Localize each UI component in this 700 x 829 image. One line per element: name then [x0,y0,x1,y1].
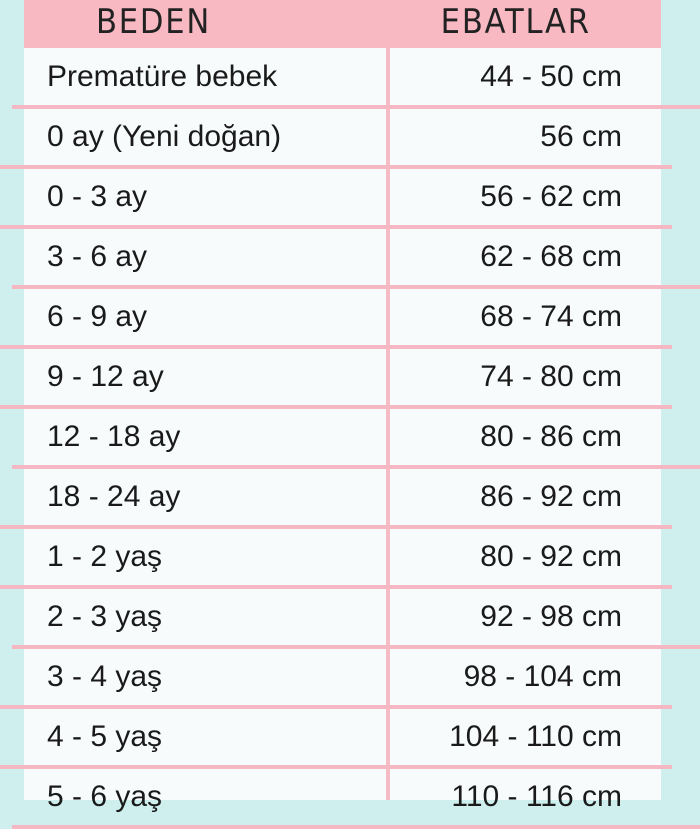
table-row: 3 - 4 yaş 98 - 104 cm [0,647,700,707]
size-cell: 0 ay (Yeni doğan) [47,120,282,153]
size-cell: 9 - 12 ay [47,360,164,393]
table-row: 5 - 6 yaş 110 - 116 cm [0,767,700,827]
table-row: 0 ay (Yeni doğan) 56 cm [0,107,700,167]
table-row: 4 - 5 yaş 104 - 110 cm [0,707,700,767]
size-cell: 3 - 6 ay [47,240,148,273]
table-row: Prematüre bebek 44 - 50 cm [0,47,700,107]
row-separator [12,285,700,289]
table-row: 18 - 24 ay 86 - 92 cm [0,467,700,527]
table-row: 1 - 2 yaş 80 - 92 cm [0,527,700,587]
row-separator [0,345,672,349]
size-cell: 0 - 3 ay [47,180,148,213]
measurement-cell: 56 - 62 cm [480,180,622,213]
measurement-cell: 92 - 98 cm [480,600,622,633]
table-row: 9 - 12 ay 74 - 80 cm [0,347,700,407]
row-separator [0,705,672,709]
row-separator [12,645,700,649]
row-separator [12,105,700,109]
row-separator [12,465,700,469]
size-table [24,0,661,800]
measurement-cell: 110 - 116 cm [451,780,622,813]
row-separator [0,165,672,169]
row-separator [0,585,672,589]
size-cell: 1 - 2 yaş [47,540,163,573]
measurement-cell: 68 - 74 cm [480,300,622,333]
size-cell: 18 - 24 ay [47,480,181,513]
measurement-cell: 98 - 104 cm [463,660,622,693]
measurement-cell: 56 cm [540,120,622,153]
measurement-cell: 80 - 92 cm [480,540,622,573]
row-separator [0,405,672,409]
row-separator [0,525,672,529]
row-separator [12,825,700,829]
measurement-cell: 62 - 68 cm [480,240,622,273]
measurement-cell: 74 - 80 cm [480,360,622,393]
table-row: 0 - 3 ay 56 - 62 cm [0,167,700,227]
row-separator [0,225,672,229]
table-row: 6 - 9 ay 68 - 74 cm [0,287,700,347]
table-row: 2 - 3 yaş 92 - 98 cm [0,587,700,647]
measurement-cell: 44 - 50 cm [480,60,622,93]
table-row: 12 - 18 ay 80 - 86 cm [0,407,700,467]
size-cell: 4 - 5 yaş [47,720,163,753]
size-cell: 3 - 4 yaş [47,660,163,693]
measurement-cell: 104 - 110 cm [449,720,622,753]
measurement-cell: 86 - 92 cm [480,480,622,513]
size-cell: 6 - 9 ay [47,300,148,333]
header-measurement: EBATLAR [440,2,591,42]
measurement-cell: 80 - 86 cm [480,420,622,453]
header-size: BEDEN [96,2,212,42]
table-row: 3 - 6 ay 62 - 68 cm [0,227,700,287]
row-separator [0,765,672,769]
column-divider [386,48,390,800]
size-cell: 2 - 3 yaş [47,600,163,633]
table-header: BEDEN EBATLAR [24,0,661,48]
size-cell: 5 - 6 yaş [47,780,163,813]
size-cell: 12 - 18 ay [47,420,181,453]
size-cell: Prematüre bebek [47,60,278,93]
